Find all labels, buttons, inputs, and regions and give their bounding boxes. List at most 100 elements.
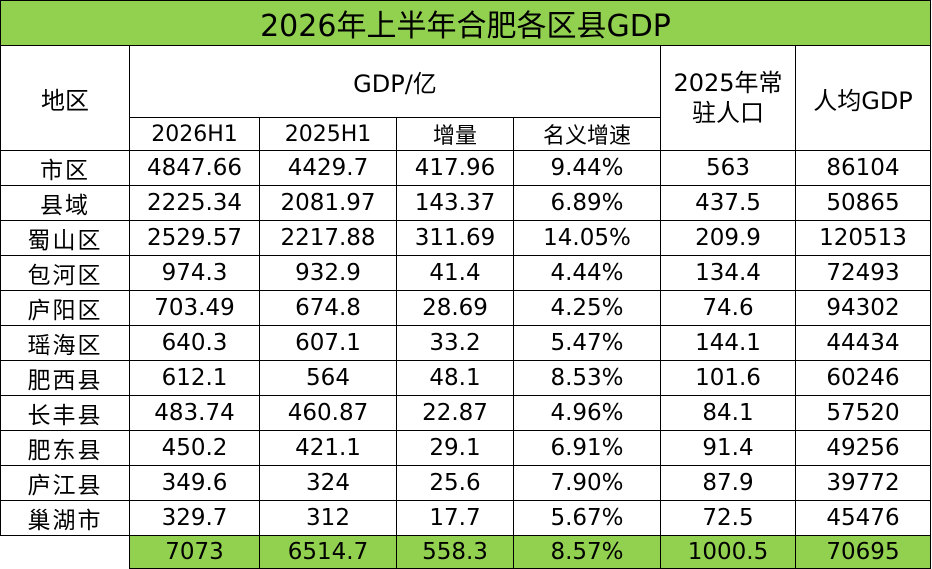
cell-2026h1: 4847.66: [129, 150, 260, 186]
total-growth: 8.57%: [513, 535, 661, 569]
total-increase: 558.3: [396, 535, 514, 569]
total-population: 1000.5: [660, 535, 796, 569]
header-region: 地区: [0, 45, 130, 151]
table-row: 肥西县 612.1 564 48.1 8.53% 101.6 60246: [0, 360, 931, 396]
cell-growth: 4.25%: [513, 290, 661, 326]
row-region-name: 庐阳区: [0, 290, 130, 326]
cell-growth: 6.89%: [513, 185, 661, 221]
cell-increase: 41.4: [396, 255, 514, 291]
cell-per-capita: 45476: [795, 500, 931, 536]
table-row: 庐江县 349.6 324 25.6 7.90% 87.9 39772: [0, 465, 931, 501]
cell-2025h1: 2217.88: [259, 220, 397, 256]
cell-per-capita: 120513: [795, 220, 931, 256]
cell-2026h1: 612.1: [129, 360, 260, 396]
table-row: 巢湖市 329.7 312 17.7 5.67% 72.5 45476: [0, 500, 931, 536]
header-population-line2: 驻人口: [692, 99, 764, 127]
cell-growth: 4.44%: [513, 255, 661, 291]
cell-population: 134.4: [660, 255, 796, 291]
cell-2026h1: 2225.34: [129, 185, 260, 221]
cell-2026h1: 349.6: [129, 465, 260, 501]
table-row: 市区 4847.66 4429.7 417.96 9.44% 563 86104: [0, 150, 931, 186]
cell-per-capita: 57520: [795, 395, 931, 431]
cell-2025h1: 674.8: [259, 290, 397, 326]
cell-population: 91.4: [660, 430, 796, 466]
total-per-capita: 70695: [795, 535, 931, 569]
cell-2025h1: 2081.97: [259, 185, 397, 221]
cell-2025h1: 4429.7: [259, 150, 397, 186]
cell-population: 563: [660, 150, 796, 186]
cell-growth: 7.90%: [513, 465, 661, 501]
cell-growth: 8.53%: [513, 360, 661, 396]
cell-increase: 311.69: [396, 220, 514, 256]
cell-population: 84.1: [660, 395, 796, 431]
header-increase: 增量: [396, 117, 514, 151]
row-region-name: 县域: [0, 185, 130, 221]
row-region-name: 庐江县: [0, 465, 130, 501]
cell-per-capita: 94302: [795, 290, 931, 326]
cell-increase: 417.96: [396, 150, 514, 186]
cell-growth: 4.96%: [513, 395, 661, 431]
table-row: 庐阳区 703.49 674.8 28.69 4.25% 74.6 94302: [0, 290, 931, 326]
cell-2026h1: 483.74: [129, 395, 260, 431]
header-per-capita: 人均GDP: [795, 45, 931, 151]
total-2025h1: 6514.7: [259, 535, 397, 569]
cell-population: 87.9: [660, 465, 796, 501]
header-2026h1: 2026H1: [129, 117, 260, 151]
row-region-name: 瑶海区: [0, 325, 130, 361]
cell-2025h1: 932.9: [259, 255, 397, 291]
cell-per-capita: 60246: [795, 360, 931, 396]
total-label-blank: [0, 535, 130, 569]
cell-increase: 48.1: [396, 360, 514, 396]
cell-2025h1: 312: [259, 500, 397, 536]
row-region-name: 长丰县: [0, 395, 130, 431]
header-gdp-group: GDP/亿: [129, 45, 661, 118]
table-row: 蜀山区 2529.57 2217.88 311.69 14.05% 209.9 …: [0, 220, 931, 256]
cell-increase: 17.7: [396, 500, 514, 536]
cell-population: 209.9: [660, 220, 796, 256]
cell-per-capita: 39772: [795, 465, 931, 501]
row-region-name: 巢湖市: [0, 500, 130, 536]
row-region-name: 包河区: [0, 255, 130, 291]
cell-population: 101.6: [660, 360, 796, 396]
cell-2026h1: 703.49: [129, 290, 260, 326]
cell-per-capita: 44434: [795, 325, 931, 361]
header-growth: 名义增速: [513, 117, 661, 151]
row-region-name: 市区: [0, 150, 130, 186]
cell-increase: 25.6: [396, 465, 514, 501]
table-row: 县域 2225.34 2081.97 143.37 6.89% 437.5 50…: [0, 185, 931, 221]
cell-per-capita: 50865: [795, 185, 931, 221]
cell-2025h1: 564: [259, 360, 397, 396]
cell-2026h1: 640.3: [129, 325, 260, 361]
cell-2025h1: 460.87: [259, 395, 397, 431]
cell-population: 72.5: [660, 500, 796, 536]
header-population-line1: 2025年常: [673, 69, 783, 97]
header-2025h1: 2025H1: [259, 117, 397, 151]
cell-population: 144.1: [660, 325, 796, 361]
cell-2025h1: 324: [259, 465, 397, 501]
total-2026h1: 7073: [129, 535, 260, 569]
cell-2025h1: 421.1: [259, 430, 397, 466]
table-row: 包河区 974.3 932.9 41.4 4.44% 134.4 72493: [0, 255, 931, 291]
cell-growth: 9.44%: [513, 150, 661, 186]
cell-growth: 6.91%: [513, 430, 661, 466]
header-row-1: 地区 GDP/亿 2025年常 驻人口 人均GDP: [0, 45, 931, 151]
cell-increase: 28.69: [396, 290, 514, 326]
total-row: 7073 6514.7 558.3 8.57% 1000.5 70695: [0, 535, 931, 569]
cell-per-capita: 72493: [795, 255, 931, 291]
cell-population: 437.5: [660, 185, 796, 221]
cell-growth: 14.05%: [513, 220, 661, 256]
cell-2026h1: 450.2: [129, 430, 260, 466]
table-row: 肥东县 450.2 421.1 29.1 6.91% 91.4 49256: [0, 430, 931, 466]
cell-2026h1: 329.7: [129, 500, 260, 536]
row-region-name: 肥西县: [0, 360, 130, 396]
table-title: 2026年上半年合肥各区县GDP: [0, 0, 931, 46]
cell-population: 74.6: [660, 290, 796, 326]
table-row: 瑶海区 640.3 607.1 33.2 5.47% 144.1 44434: [0, 325, 931, 361]
cell-per-capita: 86104: [795, 150, 931, 186]
cell-per-capita: 49256: [795, 430, 931, 466]
cell-increase: 33.2: [396, 325, 514, 361]
cell-increase: 22.87: [396, 395, 514, 431]
